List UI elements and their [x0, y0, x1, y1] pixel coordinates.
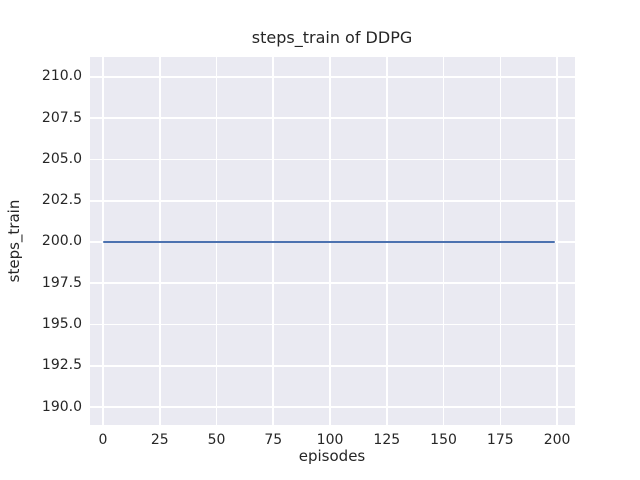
- chart-title: steps_train of DDPG: [251, 28, 413, 47]
- x-tick-label: 175: [486, 432, 514, 448]
- gridline-horizontal: [90, 282, 575, 285]
- x-tick-label: 75: [264, 432, 283, 448]
- y-tick-label: 205.0: [41, 150, 82, 167]
- x-tick-label: 125: [373, 432, 401, 448]
- x-tick-label: 100: [316, 432, 344, 448]
- series-line-steps-train: [103, 240, 555, 244]
- y-tick-label: 192.5: [41, 357, 82, 374]
- gridline-horizontal: [90, 76, 575, 78]
- x-tick-label: 150: [430, 432, 457, 448]
- x-tick-label: 50: [207, 432, 226, 448]
- y-tick-label: 190.0: [41, 398, 82, 415]
- x-tick-label: 200: [543, 432, 571, 448]
- gridline-vertical: [556, 57, 558, 425]
- plot-area: [90, 57, 575, 425]
- gridline-horizontal: [90, 364, 575, 367]
- y-axis-label: steps_train: [5, 199, 23, 283]
- y-tick-label: 195.0: [41, 316, 82, 332]
- gridline-horizontal: [90, 117, 575, 120]
- gridline-horizontal: [90, 199, 575, 202]
- y-tick-label: 207.5: [41, 109, 82, 126]
- y-tick-label: 210.0: [41, 68, 82, 85]
- y-tick-label: 202.5: [41, 192, 82, 209]
- y-tick-label: 197.5: [41, 274, 82, 291]
- gridline-horizontal: [90, 323, 575, 326]
- y-tick-label: 200.0: [41, 233, 82, 250]
- gridline-horizontal: [90, 406, 575, 408]
- x-tick-label: 25: [150, 432, 169, 448]
- x-tick-label: 0: [98, 432, 108, 448]
- x-axis-label: episodes: [298, 447, 366, 465]
- gridline-horizontal: [90, 158, 575, 161]
